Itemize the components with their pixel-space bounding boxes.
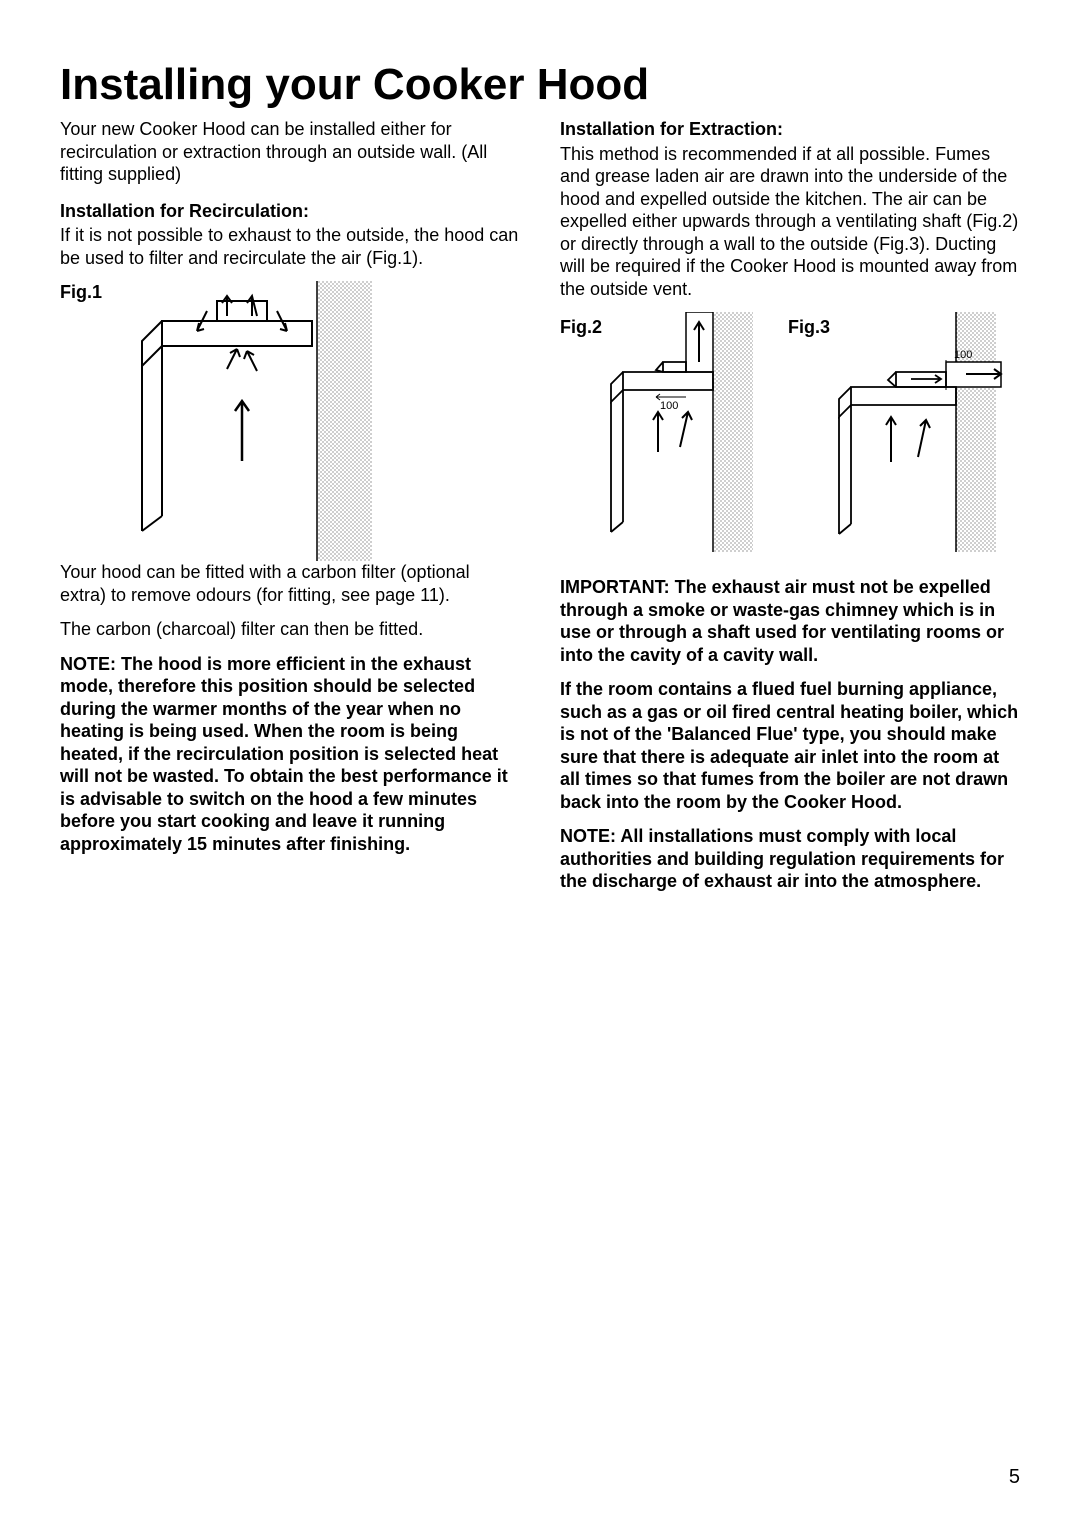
figure-1-label: Fig.1 [60,281,102,304]
figure-1-diagram [122,281,382,561]
carbon-filter-text-1: Your hood can be fitted with a carbon fi… [60,561,520,606]
figure-3-item: Fig.3 [788,312,1006,552]
carbon-filter-text-2: The carbon (charcoal) filter can then be… [60,618,520,641]
figure-1-container: Fig.1 [60,281,520,561]
figures-2-3-container: Fig.2 [560,312,1020,552]
compliance-note: NOTE: All installations must comply with… [560,825,1020,893]
page-title: Installing your Cooker Hood [60,60,1020,110]
right-column: Installation for Extraction: This method… [560,118,1020,905]
page-number: 5 [1009,1466,1020,1489]
recirculation-body: If it is not possible to exhaust to the … [60,224,520,269]
figure-2-item: Fig.2 [560,312,758,552]
important-note: IMPORTANT: The exhaust air must not be e… [560,576,1020,666]
figure-3-diagram: 100 [836,312,1006,552]
svg-text:100: 100 [660,400,678,412]
extraction-heading: Installation for Extraction: [560,118,1020,141]
recirculation-heading: Installation for Recirculation: [60,200,520,223]
efficiency-note: NOTE: The hood is more efficient in the … [60,653,520,856]
content-columns: Your new Cooker Hood can be installed ei… [60,118,1020,905]
svg-text:100: 100 [954,349,972,361]
intro-text: Your new Cooker Hood can be installed ei… [60,118,520,186]
flue-warning: If the room contains a flued fuel burnin… [560,678,1020,813]
figure-2-label: Fig.2 [560,316,602,339]
left-column: Your new Cooker Hood can be installed ei… [60,118,520,905]
figure-2-diagram: 100 [608,312,758,552]
extraction-body: This method is recommended if at all pos… [560,143,1020,301]
figure-3-label: Fig.3 [788,316,830,339]
